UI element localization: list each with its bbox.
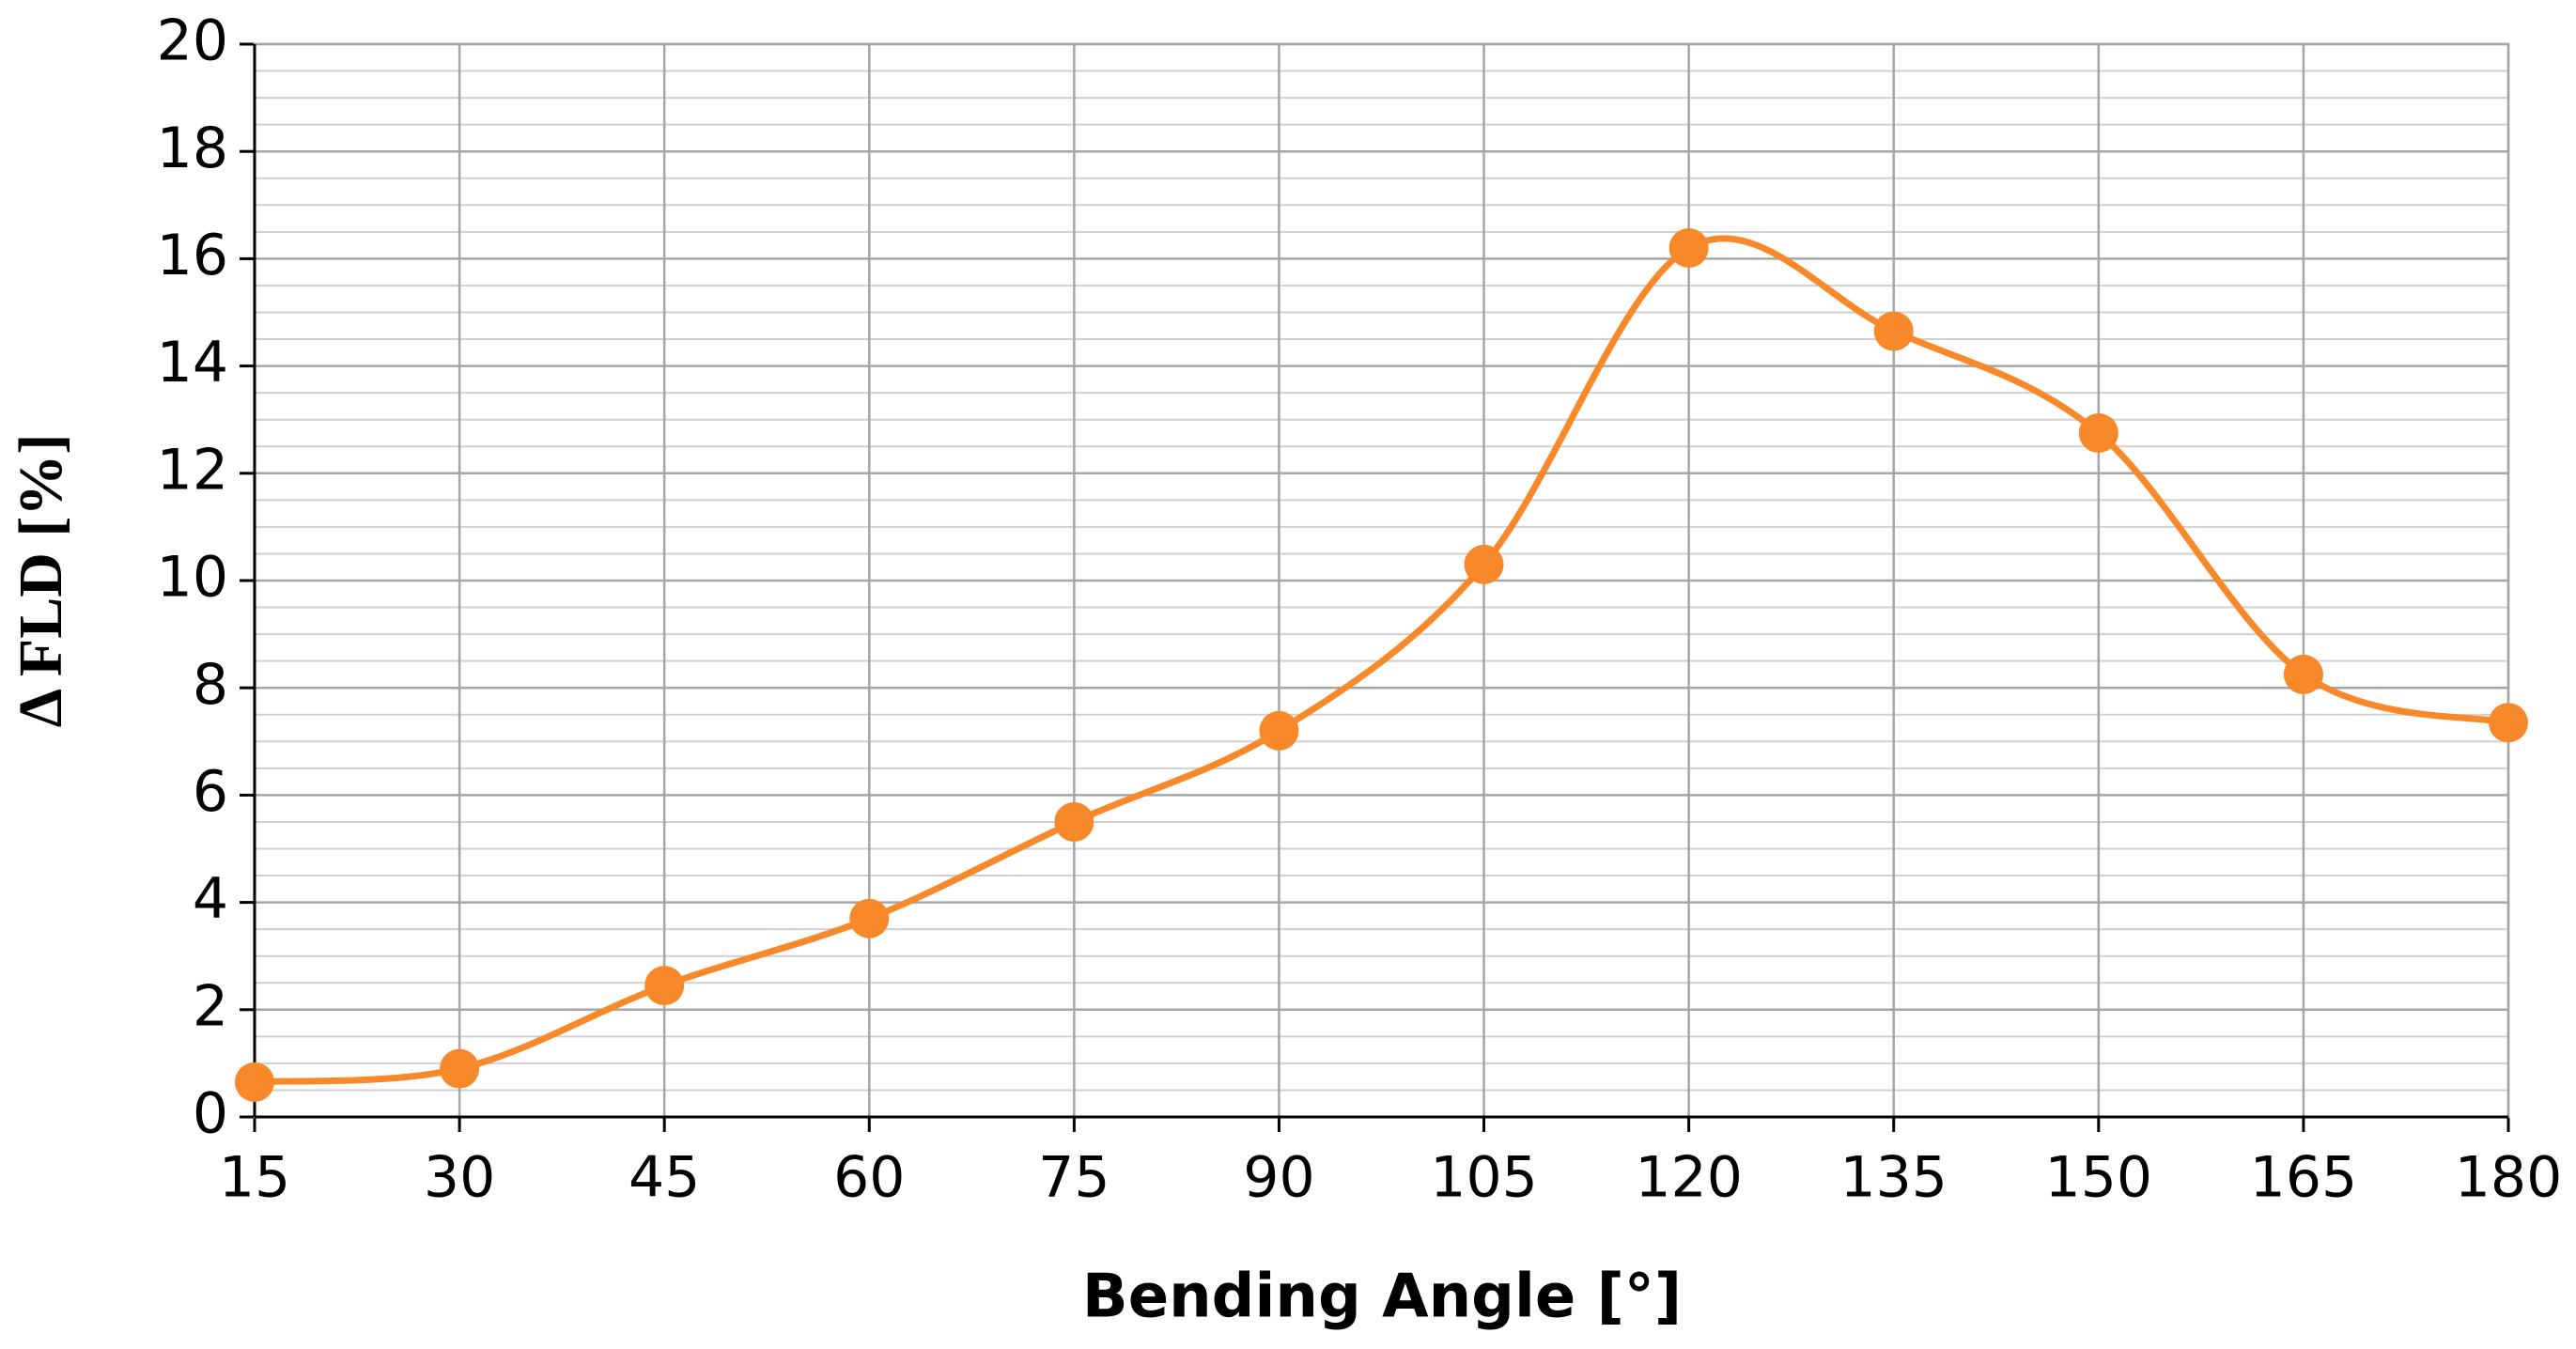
x-tick-label: 165 xyxy=(2250,1145,2358,1211)
y-tick-label: 6 xyxy=(193,759,228,825)
y-tick-label: 16 xyxy=(157,223,228,288)
x-tick-label: 45 xyxy=(628,1145,700,1211)
marker xyxy=(2283,654,2323,694)
y-tick-label: 14 xyxy=(157,330,228,395)
x-tick-label: 105 xyxy=(1430,1145,1538,1211)
x-axis-label: Bending Angle [°] xyxy=(1082,1263,1682,1332)
marker xyxy=(644,966,685,1006)
y-tick-label: 0 xyxy=(193,1081,228,1147)
marker xyxy=(1259,710,1299,751)
x-tick-label: 135 xyxy=(1839,1145,1948,1211)
y-axis-label: Δ FLD [%] xyxy=(7,434,75,728)
y-tick-label: 20 xyxy=(157,8,228,74)
x-tick-label: 30 xyxy=(424,1145,495,1211)
x-tick-label: 60 xyxy=(833,1145,905,1211)
marker xyxy=(235,1062,274,1102)
marker xyxy=(2489,703,2528,743)
x-tick-label: 150 xyxy=(2045,1145,2153,1211)
marker xyxy=(1873,311,1914,351)
marker xyxy=(849,898,890,938)
marker xyxy=(2078,412,2118,453)
y-tick-label: 10 xyxy=(157,545,228,611)
marker xyxy=(1668,227,1709,268)
y-tick-label: 18 xyxy=(157,116,228,181)
y-tick-label: 8 xyxy=(193,652,228,718)
y-tick-label: 2 xyxy=(193,973,228,1039)
x-tick-label: 75 xyxy=(1038,1145,1110,1211)
x-tick-label: 90 xyxy=(1243,1145,1314,1211)
y-tick-label: 4 xyxy=(193,866,228,932)
marker xyxy=(440,1048,480,1089)
x-tick-label: 120 xyxy=(1635,1145,1743,1211)
x-tick-label: 15 xyxy=(219,1145,290,1211)
marker xyxy=(1054,801,1094,842)
marker xyxy=(1464,544,1504,584)
x-tick-label: 180 xyxy=(2455,1145,2563,1211)
y-tick-label: 12 xyxy=(157,437,228,503)
